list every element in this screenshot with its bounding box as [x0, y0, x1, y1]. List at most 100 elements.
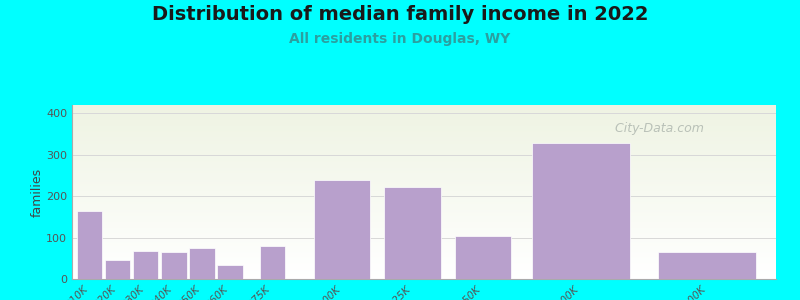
Bar [72, 256, 776, 257]
Bar [72, 117, 776, 118]
Bar [72, 246, 776, 247]
Bar [72, 263, 776, 264]
Bar [72, 180, 776, 181]
Bar [72, 238, 776, 239]
Bar [72, 202, 776, 203]
Bar [72, 167, 776, 168]
Bar [72, 242, 776, 243]
Bar [72, 241, 776, 242]
Bar [454, 236, 510, 279]
Bar [72, 144, 776, 145]
Bar [72, 270, 776, 271]
Bar [72, 124, 776, 125]
Bar [72, 221, 776, 222]
Bar [72, 218, 776, 219]
Bar [72, 143, 776, 144]
Bar [72, 119, 776, 120]
Bar [72, 190, 776, 191]
Bar [72, 186, 776, 187]
Bar [72, 141, 776, 142]
Bar [72, 250, 776, 251]
Bar [72, 220, 776, 221]
Bar [72, 275, 776, 276]
Bar [72, 219, 776, 220]
Bar [72, 188, 776, 189]
Bar [314, 180, 370, 279]
Bar [72, 259, 776, 260]
Bar [72, 215, 776, 216]
Bar [72, 172, 776, 173]
Bar [72, 192, 776, 193]
Bar [72, 229, 776, 230]
Bar [72, 116, 776, 117]
Bar [72, 233, 776, 234]
Bar [72, 195, 776, 196]
Bar [385, 187, 441, 279]
Bar [72, 236, 776, 237]
Bar [72, 151, 776, 152]
Bar [72, 251, 776, 252]
Bar [72, 230, 776, 231]
Bar [72, 255, 776, 256]
Bar [72, 118, 776, 119]
Bar [72, 113, 776, 114]
Bar [72, 132, 776, 133]
Bar [72, 205, 776, 206]
Bar [72, 225, 776, 226]
Bar [72, 107, 776, 108]
Bar [72, 226, 776, 227]
Bar [658, 252, 756, 279]
Bar [72, 258, 776, 259]
Bar [72, 120, 776, 121]
Text: Distribution of median family income in 2022: Distribution of median family income in … [152, 4, 648, 23]
Bar [72, 260, 776, 261]
Bar [72, 160, 776, 161]
Bar [72, 130, 776, 131]
Bar [72, 206, 776, 207]
Bar [72, 237, 776, 238]
Bar [72, 125, 776, 126]
Bar [72, 200, 776, 201]
Bar [72, 231, 776, 232]
Bar [72, 173, 776, 174]
Bar [72, 121, 776, 122]
Text: All residents in Douglas, WY: All residents in Douglas, WY [290, 32, 510, 46]
Bar [72, 157, 776, 158]
Bar [72, 122, 776, 123]
Bar [77, 212, 102, 279]
Bar [72, 181, 776, 182]
Bar [72, 222, 776, 223]
Bar [72, 145, 776, 146]
Bar [72, 240, 776, 241]
Bar [72, 223, 776, 224]
Bar [72, 134, 776, 135]
Bar [259, 246, 285, 279]
Bar [72, 257, 776, 258]
Bar [72, 276, 776, 277]
Bar [72, 208, 776, 209]
Bar [72, 108, 776, 109]
Bar [72, 114, 776, 115]
Bar [72, 216, 776, 217]
Bar [72, 196, 776, 197]
Bar [72, 162, 776, 163]
Bar [72, 198, 776, 199]
Bar [105, 260, 130, 279]
Bar [72, 247, 776, 248]
Bar [72, 234, 776, 235]
Bar [72, 274, 776, 275]
Bar [72, 187, 776, 188]
Bar [72, 171, 776, 172]
Bar [72, 146, 776, 147]
Bar [72, 111, 776, 112]
Bar [72, 159, 776, 160]
Bar [72, 140, 776, 141]
Bar [72, 209, 776, 210]
Bar [72, 211, 776, 212]
Bar [72, 164, 776, 165]
Bar [72, 131, 776, 132]
Bar [72, 278, 776, 279]
Bar [72, 174, 776, 175]
Bar [72, 274, 776, 275]
Bar [72, 207, 776, 208]
